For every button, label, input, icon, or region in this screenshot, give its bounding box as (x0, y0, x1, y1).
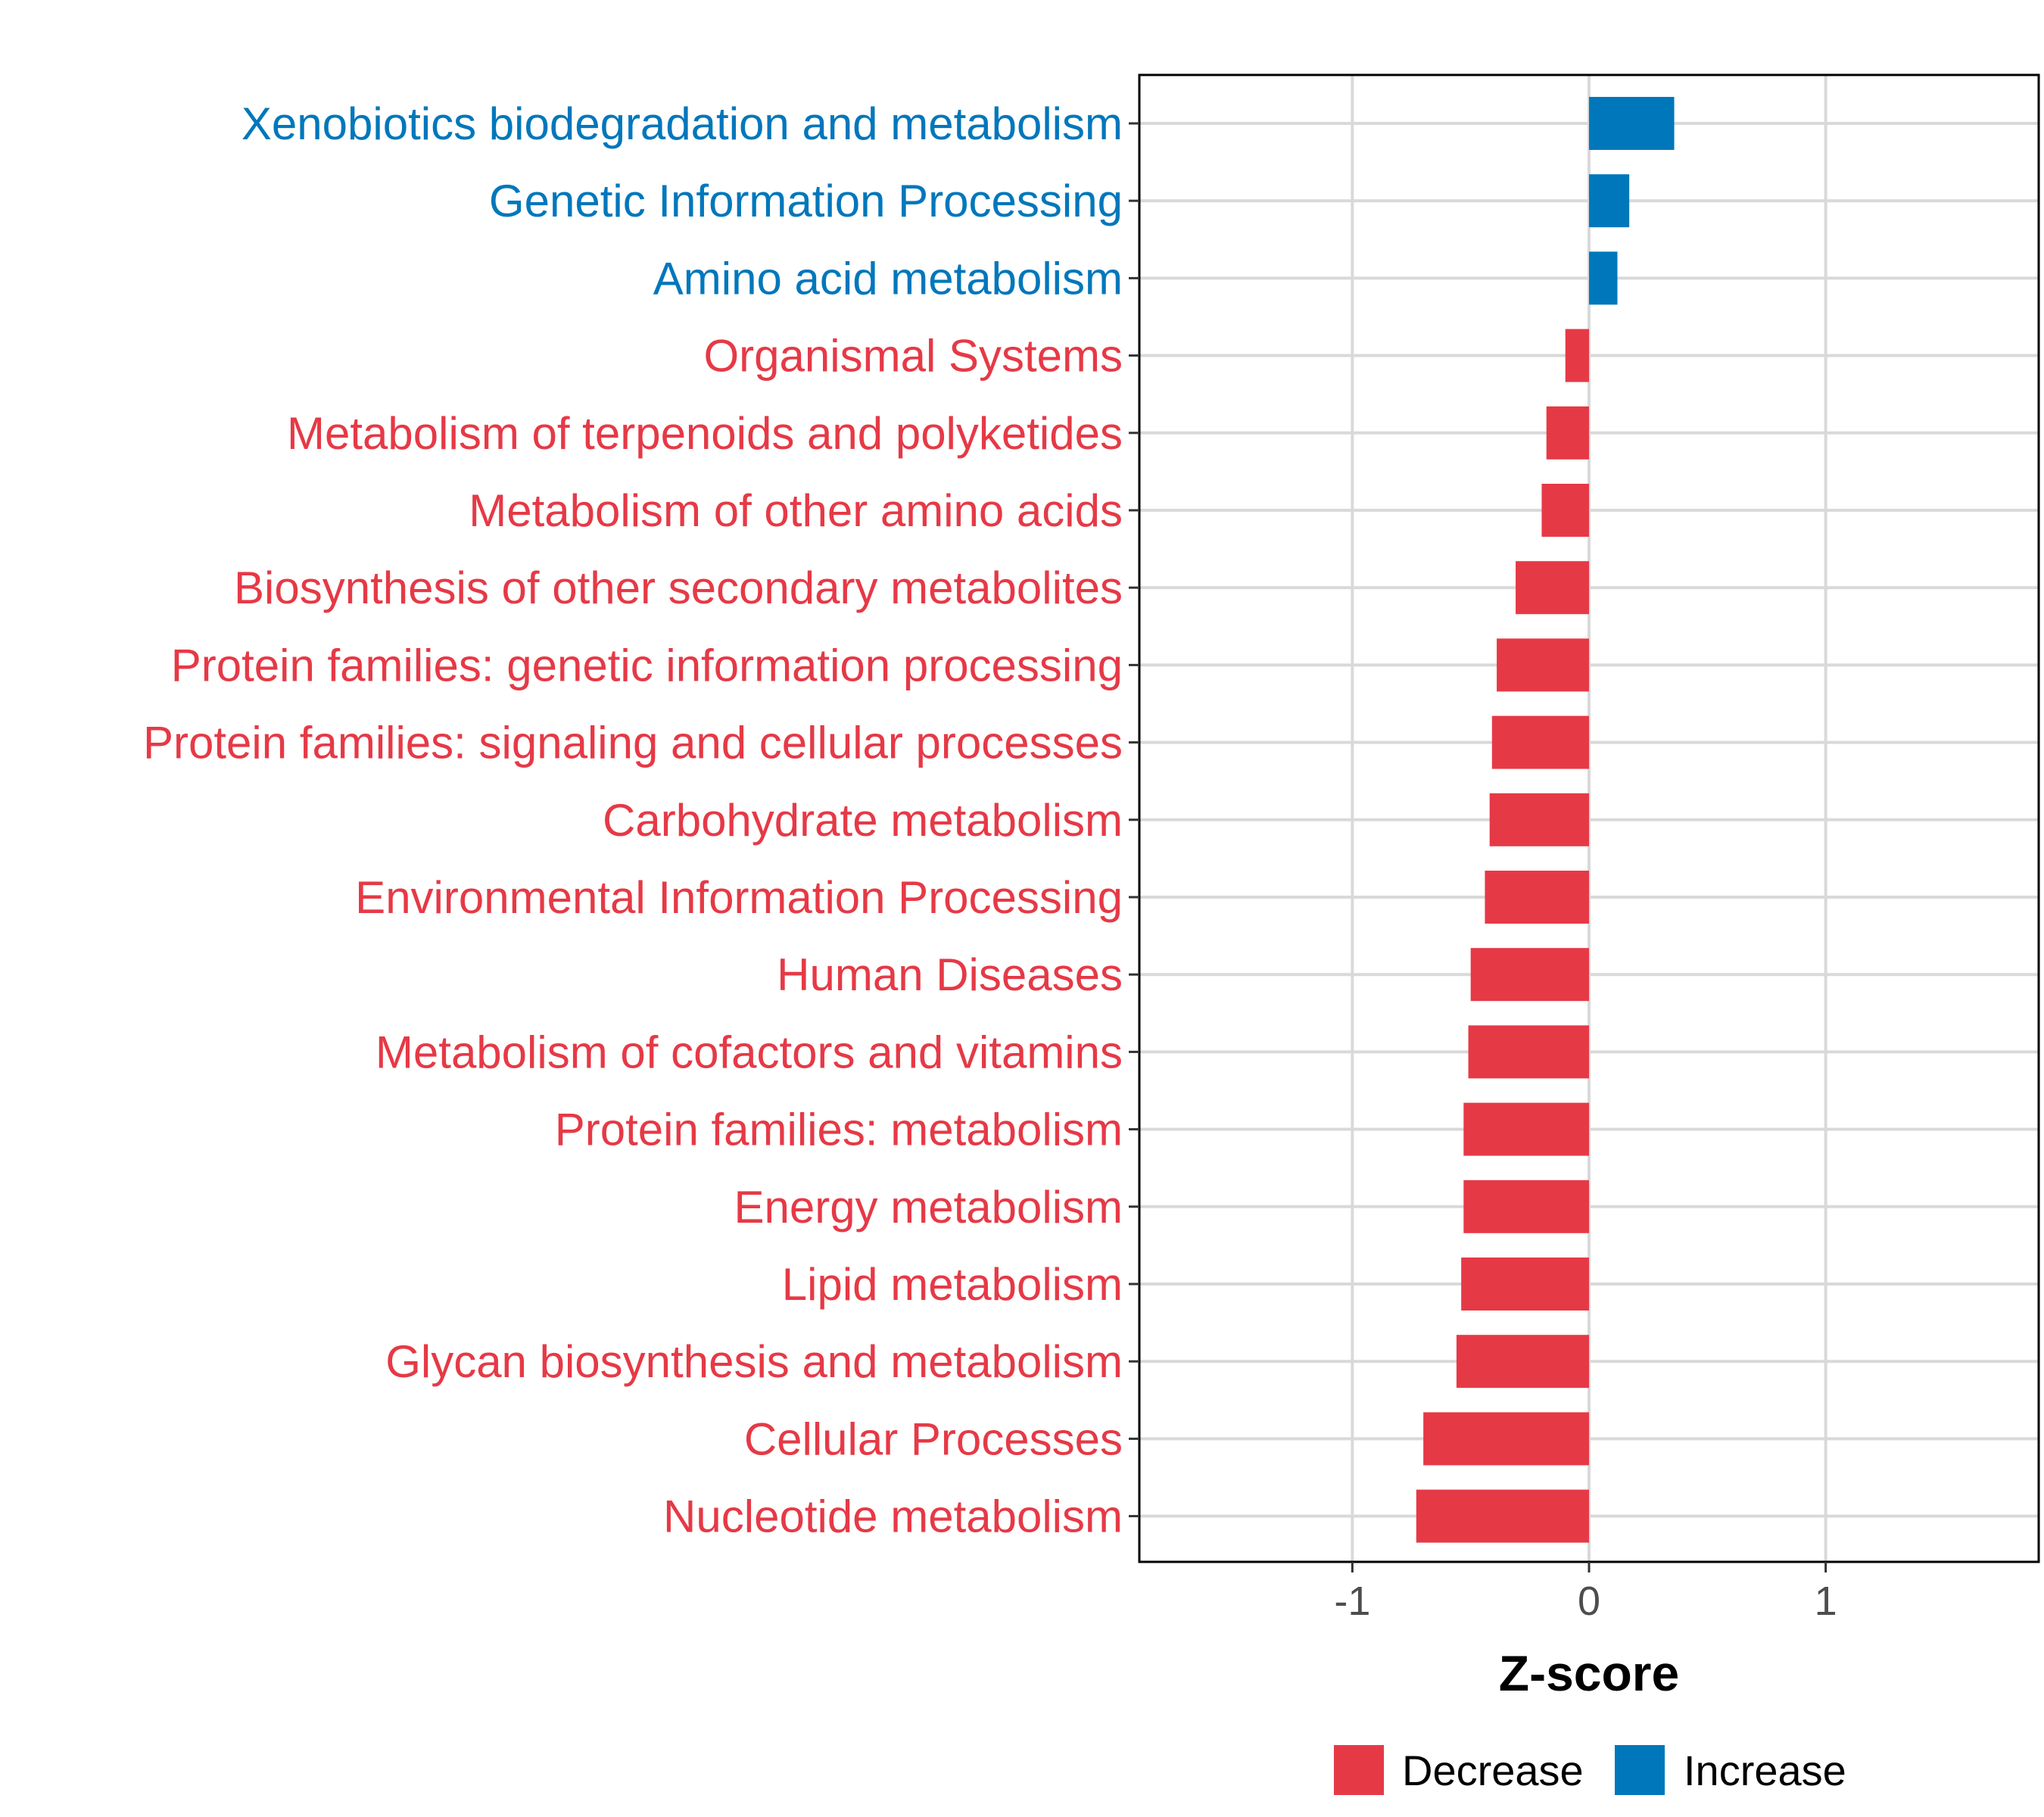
bar (1589, 97, 1675, 150)
x-tick-label: 0 (1578, 1579, 1600, 1624)
legend: Decrease Increase (1334, 1745, 1846, 1795)
category-label: Metabolism of other amino acids (469, 485, 1123, 536)
bar (1516, 561, 1589, 615)
category-label: Environmental Information Processing (355, 872, 1123, 923)
category-label: Lipid metabolism (782, 1259, 1123, 1310)
category-label: Protein families: signaling and cellular… (143, 718, 1123, 768)
bar (1589, 174, 1630, 228)
x-tick-label: 1 (1815, 1579, 1837, 1624)
bars (1416, 97, 1675, 1543)
bar (1470, 948, 1589, 1002)
bar (1491, 715, 1589, 769)
bar (1565, 329, 1589, 382)
bar (1541, 484, 1589, 537)
category-label: Amino acid metabolism (653, 253, 1123, 304)
y-axis-labels: Xenobiotics biodegradation and metabolis… (143, 98, 1123, 1542)
bar (1461, 1258, 1589, 1311)
legend-label-decrease: Decrease (1402, 1747, 1584, 1794)
category-label: Genetic Information Processing (489, 176, 1123, 226)
bar (1463, 1102, 1589, 1156)
legend-swatch-decrease (1334, 1745, 1384, 1795)
bar (1423, 1412, 1589, 1466)
legend-swatch-increase (1615, 1745, 1665, 1795)
bar (1468, 1025, 1589, 1079)
category-label: Metabolism of cofactors and vitamins (375, 1027, 1123, 1077)
bar (1456, 1335, 1589, 1388)
category-label: Energy metabolism (734, 1182, 1123, 1233)
category-label: Cellular Processes (744, 1413, 1123, 1464)
bar (1589, 251, 1618, 305)
bar (1497, 638, 1589, 692)
category-label: Xenobiotics biodegradation and metabolis… (241, 98, 1123, 149)
category-label: Glycan biosynthesis and metabolism (385, 1336, 1123, 1387)
bar (1485, 871, 1589, 924)
category-label: Nucleotide metabolism (663, 1491, 1123, 1542)
category-label: Carbohydrate metabolism (603, 795, 1123, 846)
x-tick-label: -1 (1334, 1579, 1370, 1624)
category-label: Protein families: genetic information pr… (171, 640, 1123, 690)
category-label: Metabolism of terpenoids and polyketides (287, 408, 1123, 459)
bar (1489, 793, 1589, 846)
bar (1416, 1489, 1589, 1543)
legend-label-increase: Increase (1684, 1747, 1846, 1794)
category-label: Organismal Systems (704, 331, 1123, 382)
category-label: Protein families: metabolism (555, 1105, 1123, 1155)
category-label: Biosynthesis of other secondary metaboli… (234, 563, 1123, 613)
x-axis-ticks: -1 0 1 (1334, 1562, 1837, 1624)
bar (1546, 406, 1589, 460)
x-axis-title: Z-score (1499, 1645, 1679, 1701)
y-axis-ticks (1129, 122, 1139, 1518)
bar (1463, 1180, 1589, 1233)
category-label: Human Diseases (777, 949, 1123, 1000)
